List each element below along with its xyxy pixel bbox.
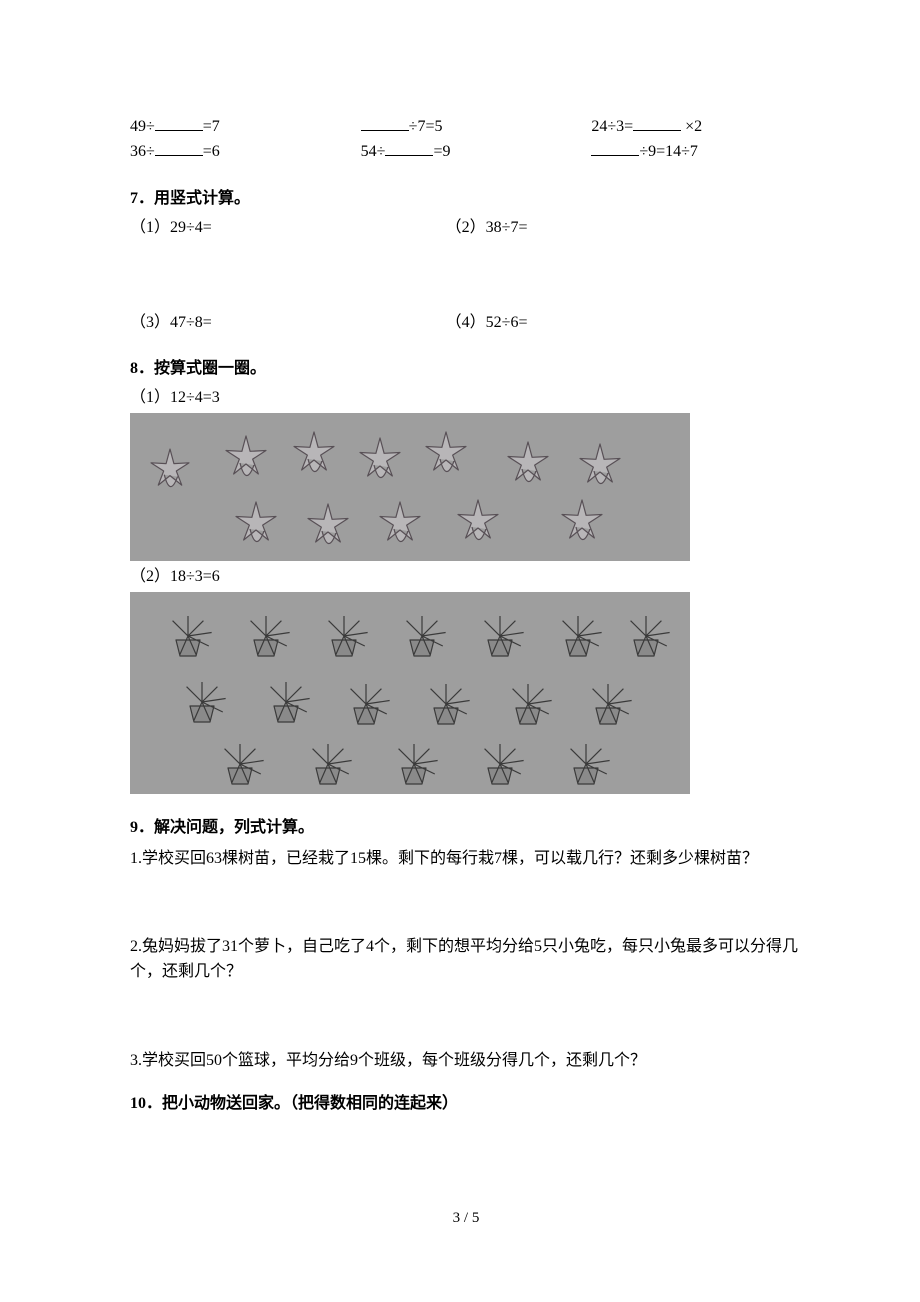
s7-item-1: （1）29÷4= bbox=[130, 216, 426, 241]
text: 54÷ bbox=[361, 143, 386, 160]
s7-item-2: （2）38÷7= bbox=[446, 216, 802, 241]
s9-q1: 1.学校买回63棵树苗，已经栽了15棵。剩下的每行栽7棵，可以载几行？还剩多少棵… bbox=[130, 847, 802, 872]
text: =6 bbox=[203, 143, 220, 160]
s7-item-3: （3）47÷8= bbox=[130, 311, 426, 336]
fill-cell: 54÷ =9 bbox=[361, 140, 572, 165]
section-10-title: 10．把小动物送回家。（把得数相同的连起来） bbox=[130, 1092, 802, 1117]
blank[interactable] bbox=[155, 140, 203, 156]
text: ×2 bbox=[685, 118, 702, 135]
fill-cell: ÷9=14÷7 bbox=[591, 140, 802, 165]
fill-cell: 24÷3= ×2 bbox=[591, 115, 802, 140]
blank[interactable] bbox=[155, 115, 203, 131]
text: ÷9=14÷7 bbox=[639, 143, 698, 160]
s7-item-4: （4）52÷6= bbox=[446, 311, 802, 336]
s8-item-1: （1）12÷4=3 bbox=[130, 386, 802, 411]
work-space bbox=[130, 241, 802, 311]
s7-row-2: （3）47÷8= （4）52÷6= bbox=[130, 311, 802, 336]
text: 49÷ bbox=[130, 118, 155, 135]
s8-item-2: （2）18÷3=6 bbox=[130, 565, 802, 590]
text: 36÷ bbox=[130, 143, 155, 160]
blank[interactable] bbox=[361, 115, 409, 131]
s9-q2: 2.兔妈妈拔了31个萝卜，自己吃了4个，剩下的想平均分给5只小兔吃，每只小兔最多… bbox=[130, 935, 802, 985]
text: =7 bbox=[203, 118, 220, 135]
fill-cell: 49÷ =7 bbox=[130, 115, 341, 140]
section-9-title: 9．解决问题，列式计算。 bbox=[130, 816, 802, 841]
page-footer: 3 / 5 bbox=[130, 1207, 802, 1260]
fill-row-2: 36÷ =6 54÷ =9 ÷9=14÷7 bbox=[130, 140, 802, 165]
s8-image-2 bbox=[130, 592, 690, 794]
fill-cell: 36÷ =6 bbox=[130, 140, 341, 165]
text: 24÷3= bbox=[591, 118, 633, 135]
fill-cell: ÷7=5 bbox=[361, 115, 572, 140]
s9-q3: 3.学校买回50个篮球，平均分给9个班级，每个班级分得几个，还剩几个？ bbox=[130, 1049, 802, 1074]
fill-row-1: 49÷ =7 ÷7=5 24÷3= ×2 bbox=[130, 115, 802, 140]
blank[interactable] bbox=[633, 115, 681, 131]
section-8-title: 8．按算式圈一圈。 bbox=[130, 357, 802, 382]
s8-image-1 bbox=[130, 413, 690, 561]
section-7-title: 7．用竖式计算。 bbox=[130, 187, 802, 212]
s7-row-1: （1）29÷4= （2）38÷7= bbox=[130, 216, 802, 241]
text: ÷7=5 bbox=[409, 118, 443, 135]
text: =9 bbox=[433, 143, 450, 160]
blank[interactable] bbox=[591, 140, 639, 156]
blank[interactable] bbox=[385, 140, 433, 156]
worksheet-page: 49÷=7 ÷7=5 24÷3= ×2 36÷=6 54÷=9 ÷9=14÷7 … bbox=[0, 0, 920, 1260]
